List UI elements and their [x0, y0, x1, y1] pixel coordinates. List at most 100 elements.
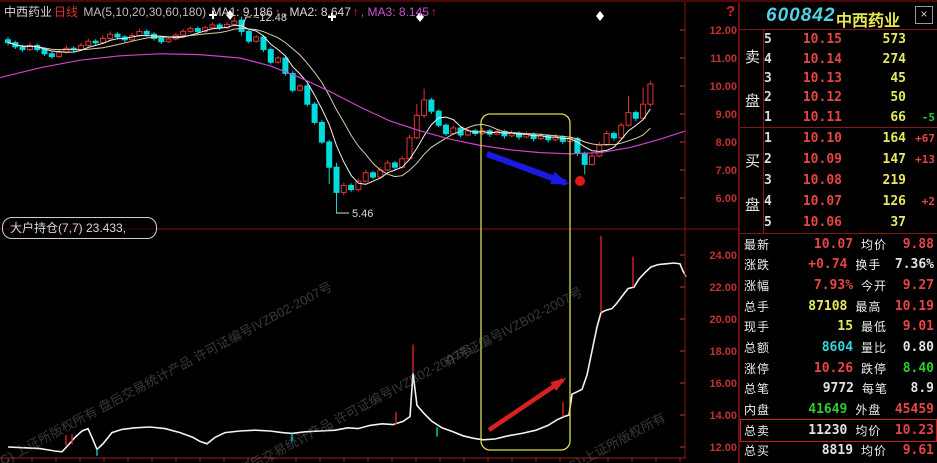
level: 1: [764, 131, 772, 146]
info-row: 涨跌 +0.74 换手 7.36%: [740, 255, 937, 276]
svg-text:24.00: 24.00: [709, 250, 737, 262]
svg-text:16.00: 16.00: [709, 378, 737, 390]
ask-row[interactable]: 2 10.12 50: [764, 88, 937, 107]
chart-header-line: 中西药业 日线 MA(5,10,20,30,60,180) MA1: 9.186 ↑…: [4, 3, 439, 20]
info-value: 0.80: [902, 340, 934, 356]
svg-text:11.00: 11.00: [710, 53, 737, 65]
level: 5: [764, 32, 772, 48]
ask-row[interactable]: 4 10.14 274: [764, 49, 937, 68]
volume-delta: +2: [921, 195, 935, 208]
info-label: 均价: [861, 237, 888, 252]
info-value: 41649: [808, 401, 848, 417]
price: 10.13: [802, 71, 842, 87]
info-value: 87108: [808, 298, 848, 314]
svg-text:~12.48: ~12.48: [253, 12, 287, 24]
period-label[interactable]: 日线: [54, 5, 79, 19]
info-row: 总笔 9772 每笔 8.9: [740, 378, 937, 399]
ask-row[interactable]: 1 10.11 66 -5: [764, 108, 937, 127]
ask-row[interactable]: 5 10.15 573: [764, 30, 937, 49]
svg-text:6.00: 6.00: [716, 193, 737, 205]
info-value: 9772: [822, 381, 854, 397]
quote-panel-header: 600842 中西药业 ×: [740, 4, 937, 30]
sell-pan-label: 盘: [745, 93, 761, 110]
info-value: 15: [837, 319, 854, 335]
info-value: 7.93%: [813, 278, 854, 294]
info-label: 总卖: [744, 423, 771, 438]
level: 3: [764, 71, 772, 87]
bid-row[interactable]: 5 10.06 37: [764, 212, 937, 233]
svg-text:9.00: 9.00: [716, 109, 737, 121]
volume: 66: [890, 109, 906, 125]
svg-text:18.00: 18.00: [709, 346, 737, 358]
level: 4: [764, 51, 772, 67]
volume: 126: [882, 194, 906, 209]
volume: 274: [882, 51, 906, 67]
info-value: 10.23: [894, 422, 934, 438]
volume: 219: [882, 173, 906, 188]
info-label: 总买: [744, 444, 771, 459]
ma3-value: , MA3: 8.145: [360, 5, 429, 19]
bid-row[interactable]: 1 10.10 164 +67: [764, 128, 937, 149]
svg-text:10.00: 10.00: [709, 81, 737, 93]
info-value: 8.9: [910, 381, 934, 397]
info-label: 最低: [861, 320, 888, 335]
price: 10.08: [802, 173, 842, 188]
info-row: 涨幅 7.93% 今开 9.27: [740, 275, 937, 296]
quote-info-grid: 最新 10.07 均价 9.88 涨跌 +0.74 换手 7.36% 涨幅 7.93% 今开 9.27…: [740, 234, 937, 461]
info-value: 8819: [821, 443, 854, 459]
info-label: 总额: [744, 341, 771, 356]
info-value: 10.19: [894, 298, 934, 314]
svg-text:12.00: 12.00: [709, 442, 737, 454]
info-label: 每笔: [862, 382, 889, 397]
info-label: 总手: [744, 299, 771, 314]
info-row: 总手 87108 最高 10.19: [740, 296, 937, 317]
info-label: 换手: [855, 258, 882, 273]
sell-side-label: 卖: [745, 49, 761, 66]
quote-panel: 600842 中西药业 × 卖 盘 买 盘 5 10.15 573 4 10.14 274…: [740, 2, 937, 463]
info-value: 11230: [808, 422, 848, 438]
stock-name-label: 中西药业: [4, 5, 53, 19]
svg-text:20.00: 20.00: [709, 314, 737, 326]
price: 10.07: [802, 194, 842, 209]
up-arrow-icon: ↑: [274, 5, 281, 19]
buy-side-label: 买: [745, 153, 761, 170]
level: 3: [764, 173, 772, 188]
indicator-name-label[interactable]: 大户持仓(7,7) 23.433,: [2, 217, 157, 239]
close-icon[interactable]: ×: [915, 6, 933, 24]
help-icon[interactable]: ?: [726, 3, 736, 20]
price: 10.09: [802, 152, 842, 167]
ma-config-label: MA(5,10,20,30,60,180): [83, 5, 207, 19]
info-label: 总笔: [744, 382, 771, 397]
level: 5: [764, 215, 772, 230]
info-label: 涨跌: [744, 258, 771, 273]
volume-delta: -5: [921, 110, 935, 124]
price: 10.10: [802, 131, 842, 146]
bid-levels: 1 10.10 164 +67 2 10.09 147 +13 3 10.08 219 4 10.07 1…: [764, 128, 937, 233]
holdings-indicator-chart: [7, 235, 687, 456]
info-row: 内盘 41649 外盘 45459: [740, 399, 937, 420]
info-label: 最新: [744, 237, 771, 252]
bid-row[interactable]: 3 10.08 219: [764, 170, 937, 191]
info-label: 外盘: [855, 402, 882, 417]
bid-row[interactable]: 2 10.09 147 +13: [764, 149, 937, 170]
info-label: 量比: [861, 341, 888, 356]
info-value: 10.26: [813, 360, 854, 376]
up-arrow-icon: ↑: [430, 5, 437, 19]
price: 10.14: [802, 51, 842, 67]
chart-canvas[interactable]: ~12.48 5.46 12.00 11.00 10.00 9.00 8.00 7.00 6.…: [0, 2, 740, 463]
bid-row[interactable]: 4 10.07 126 +2: [764, 191, 937, 212]
ask-levels: 5 10.15 573 4 10.14 274 3 10.13 45 2 10.12 50 1 10.11…: [764, 30, 937, 127]
info-label: 跌停: [861, 361, 888, 376]
ask-row[interactable]: 3 10.13 45: [764, 69, 937, 88]
info-label: 均价: [855, 423, 882, 438]
volume: 50: [890, 90, 906, 106]
info-value: 8604: [821, 340, 854, 356]
volume: 45: [890, 71, 906, 87]
svg-text:7.00: 7.00: [716, 165, 737, 177]
price: 10.11: [802, 109, 842, 125]
divider: [740, 29, 937, 30]
up-arrow-icon: ↑: [352, 5, 359, 19]
info-label: 今开: [861, 279, 888, 294]
info-row: 总卖 11230 均价 10.23: [740, 420, 937, 441]
